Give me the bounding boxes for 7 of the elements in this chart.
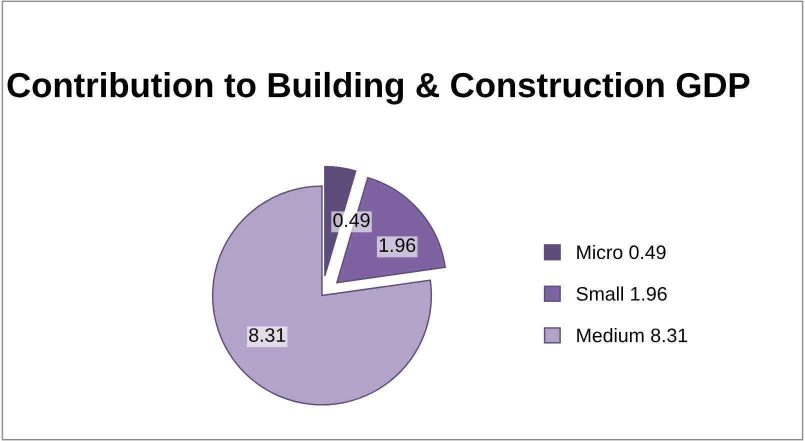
legend-label: Medium 8.31 bbox=[577, 328, 688, 342]
data-label: 8.31 bbox=[249, 328, 286, 342]
data-label: 0.49 bbox=[333, 213, 370, 228]
data-label: 1.96 bbox=[380, 238, 416, 252]
legend-label: Small 1.96 bbox=[576, 286, 667, 301]
legend-label: Micro 0.49 bbox=[577, 244, 666, 260]
chart-title: Contribution to Building & Construction GDP bbox=[8, 72, 750, 104]
